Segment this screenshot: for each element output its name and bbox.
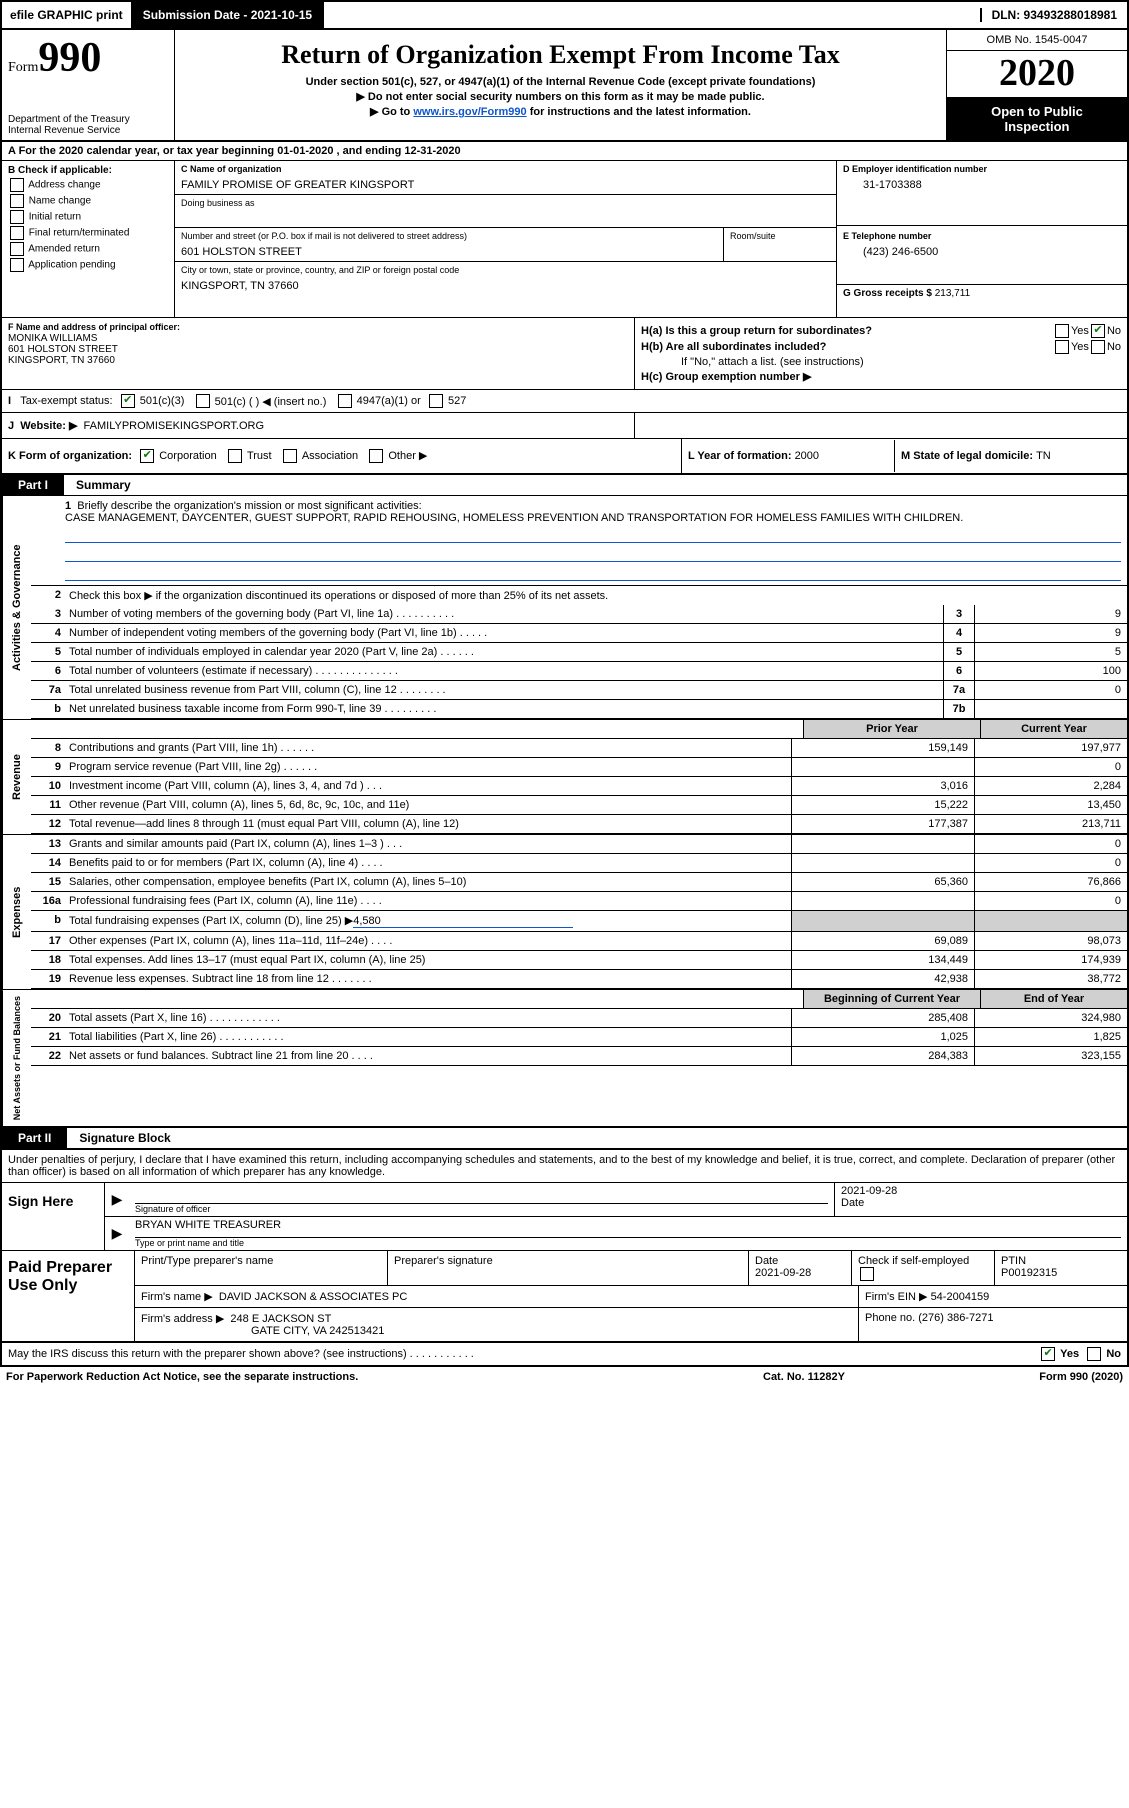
check-icon (1041, 1347, 1055, 1361)
org-name: FAMILY PROMISE OF GREATER KINGSPORT (181, 179, 830, 191)
form-of-org: K Form of organization: Corporation Trus… (2, 439, 682, 473)
arrow-icon: ▶ (105, 1183, 129, 1216)
omb-number: OMB No. 1545-0047 (947, 30, 1127, 51)
part-1-header: Part I Summary (0, 475, 1129, 496)
dba-cell: Doing business as (175, 195, 836, 227)
dln: DLN: 93493288018981 (980, 8, 1127, 22)
form-title: Return of Organization Exempt From Incom… (183, 40, 938, 70)
vtab-netassets: Net Assets or Fund Balances (2, 990, 31, 1126)
check-icon (1091, 324, 1105, 338)
firm-name: DAVID JACKSON & ASSOCIATES PC (219, 1291, 407, 1303)
officer-name: BRYAN WHITE TREASURER (135, 1219, 1121, 1238)
arrow-icon: ▶ (105, 1217, 129, 1250)
tax-year: 2020 (947, 51, 1127, 98)
subtitle-2: Do not enter social security numbers on … (183, 90, 938, 103)
phone-cell: E Telephone number (423) 246-6500 (837, 228, 1127, 285)
sign-here-label: Sign Here (2, 1183, 105, 1250)
org-name-cell: C Name of organization FAMILY PROMISE OF… (175, 161, 836, 195)
ein-cell: D Employer identification number 31-1703… (837, 161, 1127, 226)
efile-label[interactable]: efile GRAPHIC print (2, 2, 133, 28)
state-domicile: M State of legal domicile: TN (895, 440, 1127, 472)
ein-value: 31-1703388 (843, 179, 1121, 191)
street-cell: Number and street (or P.O. box if mail i… (175, 228, 724, 261)
irs-link[interactable]: www.irs.gov/Form990 (413, 106, 526, 118)
gross-value: 213,711 (935, 288, 970, 299)
page-footer: For Paperwork Reduction Act Notice, see … (0, 1367, 1129, 1387)
part-2-header: Part II Signature Block (0, 1128, 1129, 1149)
check-icon (140, 449, 154, 463)
mission-block: 1 Briefly describe the organization's mi… (31, 496, 1127, 586)
mission-text: CASE MANAGEMENT, DAYCENTER, GUEST SUPPOR… (65, 512, 963, 524)
paid-preparer-label: Paid Preparer Use Only (2, 1251, 135, 1341)
vtab-revenue: Revenue (2, 720, 31, 834)
officer-block: F Name and address of principal officer:… (2, 318, 635, 389)
line-a: A For the 2020 calendar year, or tax yea… (0, 142, 1129, 161)
tax-status-row: I Tax-exempt status: 501(c)(3) 501(c) ( … (0, 390, 1129, 413)
perjury-declaration: Under penalties of perjury, I declare th… (2, 1150, 1127, 1183)
open-inspection: Open to PublicInspection (947, 98, 1127, 140)
year-formation: L Year of formation: 2000 (682, 440, 895, 472)
form-header: Form990 Department of the Treasury Inter… (0, 30, 1129, 142)
dept-treasury: Department of the Treasury Internal Reve… (8, 114, 168, 136)
room-cell: Room/suite (724, 228, 836, 261)
check-icon (121, 394, 135, 408)
website-value: FAMILYPROMISEKINGSPORT.ORG (84, 420, 265, 432)
h-block: H(a) Is this a group return for subordin… (635, 318, 1127, 389)
gross-cell: G Gross receipts $ 213,711 (837, 285, 1127, 317)
city-value: KINGSPORT, TN 37660 (181, 280, 830, 292)
box-b: B Check if applicable: Address change Na… (2, 161, 175, 317)
subtitle-3: Go to www.irs.gov/Form990 for instructio… (183, 105, 938, 118)
submission-date: Submission Date - 2021-10-15 (133, 2, 324, 28)
street-value: 601 HOLSTON STREET (181, 246, 717, 258)
subtitle-1: Under section 501(c), 527, or 4947(a)(1)… (183, 76, 938, 88)
city-cell: City or town, state or province, country… (175, 262, 836, 304)
phone-value: (423) 246-6500 (843, 246, 1121, 258)
website-row: J Website: ▶ FAMILYPROMISEKINGSPORT.ORG (2, 413, 635, 438)
irs-discuss-row: May the IRS discuss this return with the… (0, 1343, 1129, 1367)
form-number: Form990 (8, 34, 168, 82)
vtab-governance: Activities & Governance (2, 496, 31, 719)
vtab-expenses: Expenses (2, 835, 31, 989)
top-bar: efile GRAPHIC print Submission Date - 20… (0, 0, 1129, 30)
